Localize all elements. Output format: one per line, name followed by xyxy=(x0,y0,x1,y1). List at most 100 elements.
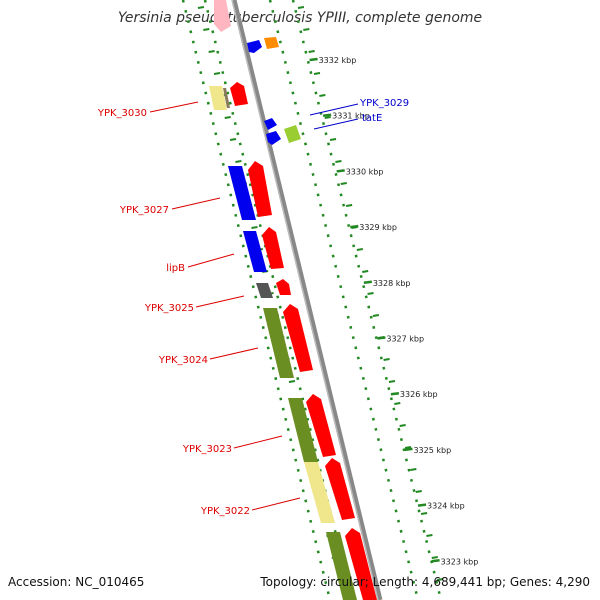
gene-labels: YPK_3030 YPK_3029 tatE YPK_3027 lipB YPK… xyxy=(97,98,409,517)
gene-ypk3025-red xyxy=(276,279,291,295)
tick-dash-outer-27 xyxy=(367,292,374,295)
tick-dash-outer-23 xyxy=(356,248,363,251)
tick-dash-outer-37 xyxy=(394,402,401,405)
kbp-tick-label: 3327 kbp xyxy=(386,335,424,344)
gene-tate-blue xyxy=(266,131,281,145)
kbp-tick-mark xyxy=(350,224,359,229)
tick-dash-outer-17 xyxy=(340,182,347,185)
kbp-tick-label: 3325 kbp xyxy=(413,446,451,455)
kbp-tick-mark xyxy=(363,280,372,285)
leader-ypk3024 xyxy=(209,347,259,360)
label-ypk3024: YPK_3024 xyxy=(158,355,208,366)
label-ypk3029: YPK_3029 xyxy=(359,98,409,109)
gene-blue-small-1 xyxy=(247,40,262,53)
leader-lipb xyxy=(187,253,235,268)
kbp-tick-mark xyxy=(377,336,386,340)
kbp-tick-label: 3328 kbp xyxy=(373,279,411,288)
dotted-ring-1 xyxy=(181,0,332,600)
leader-tate xyxy=(313,118,359,130)
gene-ypk3030-grey xyxy=(223,88,230,108)
gene-lipb-blue xyxy=(243,231,267,272)
kbp-tick-label: 3324 kbp xyxy=(427,502,465,511)
tick-dash-inner-12 xyxy=(229,138,237,141)
gene-ypk3030-red xyxy=(230,82,248,106)
gene-orange-small xyxy=(264,37,279,49)
kbp-tick-label: 3332 kbp xyxy=(319,56,357,65)
tick-dash-outer-9 xyxy=(319,94,326,97)
label-ypk3030: YPK_3030 xyxy=(97,108,147,119)
backbone-line xyxy=(231,0,383,600)
kbp-tick-label: 3331 kbp xyxy=(332,112,370,121)
tick-dash-outer-25 xyxy=(362,270,369,273)
gene-ypk3022-red xyxy=(325,458,355,520)
label-lipb: lipB xyxy=(166,263,185,274)
label-ypk3025: YPK_3025 xyxy=(144,303,194,314)
gene-ypk3027-blue xyxy=(228,166,256,220)
kbp-tick-mark xyxy=(390,391,400,396)
gene-ypk3023-red xyxy=(306,394,336,457)
tick-dash-outer-19 xyxy=(345,204,353,207)
backbone-axis xyxy=(231,0,383,600)
tick-dash-inner-6 xyxy=(213,72,221,75)
label-ypk3022: YPK_3022 xyxy=(200,506,250,517)
tick-dash-outer-15 xyxy=(335,160,342,163)
tick-dash-outer-45 xyxy=(415,490,422,493)
accession-text: Accession: NC_010465 xyxy=(8,575,145,589)
gene-ypk3024-red xyxy=(283,304,313,372)
gene-bottom-olive xyxy=(326,532,357,600)
leader-ypk3022 xyxy=(251,497,301,511)
leader-ypk3027 xyxy=(171,197,221,210)
gene-lipb-red xyxy=(262,227,284,269)
gene-features xyxy=(209,0,377,600)
tick-dash-outer-39 xyxy=(399,424,406,427)
tick-dash-outer-51 xyxy=(431,556,438,559)
gene-tate-lime xyxy=(284,125,301,143)
kbp-tick-label: 3326 kbp xyxy=(400,390,438,399)
gene-ypk3027-red xyxy=(248,161,272,217)
tick-dash-outer-11 xyxy=(324,116,331,119)
tick-dash-inner-0 xyxy=(197,6,205,9)
gene-ypk3029-blue xyxy=(264,118,277,130)
dotted-ring-3 xyxy=(268,0,420,600)
tick-dash-inner-4 xyxy=(208,50,215,53)
gene-ypk3030-khaki xyxy=(209,86,227,110)
tick-dash-outer-29 xyxy=(372,314,380,317)
tick-dash-outer-41 xyxy=(404,446,412,449)
tick-dash-outer-7 xyxy=(313,72,321,75)
kbp-tick-mark xyxy=(309,57,318,62)
leader-ypk3029 xyxy=(309,103,359,116)
gene-ypk3025-grey xyxy=(256,283,273,298)
backbone-highlight xyxy=(231,0,379,600)
tick-dash-outer-49 xyxy=(426,534,433,537)
dotted-ring-4 xyxy=(291,0,443,600)
leader-ypk3023 xyxy=(233,435,283,449)
tick-dash-outer-35 xyxy=(388,380,396,383)
tick-dash-inner-10 xyxy=(224,116,231,119)
label-ypk3023: YPK_3023 xyxy=(182,444,232,455)
gene-ypk3024-olive xyxy=(263,308,294,378)
gene-bottom-red xyxy=(345,528,377,600)
gene-pink-top xyxy=(214,0,231,32)
kbp-tick-label: 3323 kbp xyxy=(441,557,479,566)
kbp-tick-label: 3329 kbp xyxy=(359,223,397,232)
tick-dash-inner-34 xyxy=(288,380,296,383)
tick-dash-outer-5 xyxy=(308,50,315,53)
tick-dash-inner-20 xyxy=(251,226,258,229)
gene-ypk3022-khaki xyxy=(304,462,335,523)
map-title: Yersinia pseudotuberculosis YPIII, compl… xyxy=(117,10,483,26)
tick-dash-inner-14 xyxy=(235,160,242,163)
label-tate: tatE xyxy=(362,113,382,124)
tick-dash-outer-33 xyxy=(383,358,390,361)
kbp-tick-mark xyxy=(417,503,427,507)
kbp-tick-mark xyxy=(322,113,332,117)
tick-dash-outer-53 xyxy=(436,578,444,581)
tick-dash-outer-13 xyxy=(329,138,337,141)
tick-dash-inner-2 xyxy=(203,28,210,31)
label-ypk3027: YPK_3027 xyxy=(119,205,169,216)
tick-dash-outer-1 xyxy=(297,6,305,9)
kbp-tick-mark xyxy=(431,559,440,563)
leader-ypk3025 xyxy=(195,295,245,308)
leader-ypk3030 xyxy=(149,101,199,113)
kbp-tick-label: 3330 kbp xyxy=(346,167,384,176)
